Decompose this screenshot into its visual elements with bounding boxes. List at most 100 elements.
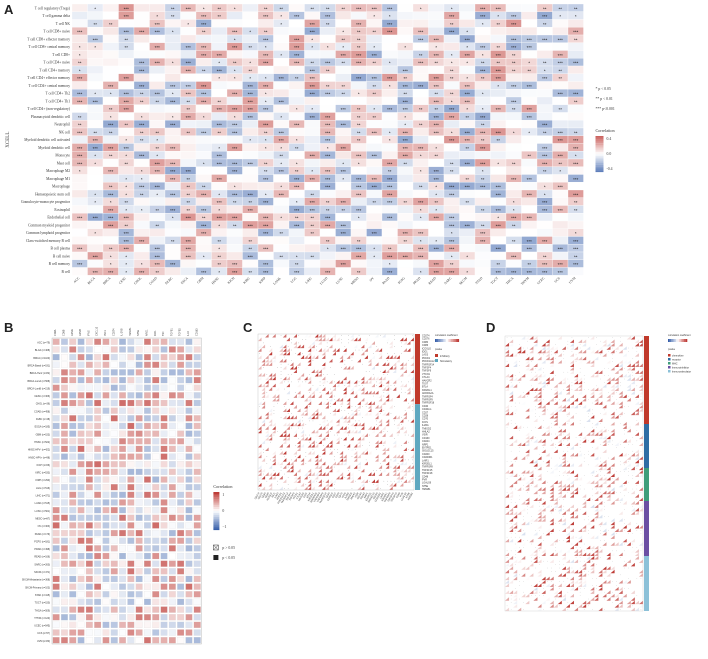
panel-b-cell [60,560,68,567]
panel-c-triangle [382,362,386,366]
panel-c-dot [348,448,349,450]
panel-c-triangle [293,422,297,427]
panel-c-triangle [396,454,400,459]
panel-c-triangle [336,348,340,352]
panel-a-cell [102,236,119,245]
panel-a-cell [288,96,305,105]
panel-b-cell [119,407,126,414]
panel-a-star: *** [325,169,330,174]
panel-a-star: *** [93,254,98,259]
panel-d-triangle [541,480,546,484]
panel-d-triangle [614,476,619,481]
panel-c-dot [277,402,278,404]
panel-c-dot [284,388,285,390]
panel-b-cell [85,354,93,361]
panel-a-star: *** [155,92,160,97]
panel-c-dot [309,434,310,436]
panel-c-dot [383,480,385,482]
panel-d-triangle [598,476,603,481]
panel-c-dot [287,466,289,468]
panel-c-triangle [279,475,283,480]
panel-c-triangle [378,429,383,434]
panel-b-cell [160,392,168,399]
panel-c-dot [351,360,353,361]
panel-b-cell [135,430,143,437]
panel-a-star: *** [124,239,129,244]
panel-letter-d: D [486,320,496,335]
panel-b-cell [119,499,126,506]
panel-b-cell [193,407,201,414]
panel-a-star: ** [450,22,454,27]
panel-a-col-label: THCA [505,276,515,286]
panel-b-col-label: IDO1 [154,330,157,336]
panel-b-cell [60,468,68,476]
panel-b-row-label: LIHC (n=371) [36,495,51,498]
panel-c-triangle [357,436,361,441]
panel-b-cell [168,522,176,529]
panel-a-star: * [234,76,236,81]
panel-b-cell [102,430,110,437]
panel-a-col-label: THYM [520,276,530,286]
panel-a-star: *** [387,22,392,27]
panel-c-triangle [399,383,404,388]
panel-d-triangle [537,518,542,522]
panel-c-triangle [318,373,322,377]
panel-c-triangle [268,475,273,480]
panel-c-triangle [364,479,368,483]
panel-c-triangle [297,443,301,448]
panel-c-triangle [350,390,354,395]
panel-b-col-label: GZMB [79,329,82,336]
panel-d-triangle [541,449,546,453]
panel-c-triangle [300,433,305,437]
panel-b-cell [77,629,85,636]
panel-d-triangle [590,470,595,474]
panel-a-cell [71,182,88,191]
panel-b-cell [110,499,118,506]
panel-a-cell [211,166,228,175]
panel-c-triangle [371,376,375,381]
panel-c-triangle [406,390,411,395]
panel-b-cell [69,392,77,399]
panel-c-triangle [272,401,276,405]
panel-a-row-label: T cell regulatory (Tregs) [35,6,71,10]
panel-a-star: * [172,30,174,35]
panel-d-triangle [537,511,542,515]
panel-d-triangle [602,528,607,532]
panel-a-star: *** [372,53,377,58]
panel-a-col-label: LAML [272,276,282,286]
panel-a-star: *** [170,208,175,213]
panel-a-star: ** [249,68,253,73]
panel-d-triangle [533,518,538,522]
panel-d-triangle [614,497,619,501]
panel-c-triangle [289,401,294,405]
panel-a-cell [319,27,336,36]
panel-a-star: ** [435,107,439,112]
panel-a-star: ** [419,123,423,128]
panel-b-row-label: SKCM-Primary (n=103) [25,586,50,589]
panel-a-cell [226,236,243,245]
panel-d-triangle [537,380,542,385]
panel-a-star: * [234,37,236,42]
panel-d-triangle [557,487,562,491]
panel-d-triangle [574,559,579,563]
panel-c-triangle [382,401,386,405]
panel-b-cell [185,583,193,590]
panel-d-triangle [598,370,603,374]
panel-a-cell [552,42,569,51]
panel-a-cell [164,197,181,206]
panel-b-cell [69,430,77,437]
panel-d-triangle [602,342,607,347]
panel-d-triangle [610,535,615,539]
panel-a-star: *** [93,99,98,104]
panel-a-cell [87,73,104,82]
panel-a-star: ** [342,84,346,89]
panel-c-triangle [389,365,393,370]
panel-c-triangle [410,355,414,359]
panel-b-row-label: KIRC (n=533) [35,472,50,475]
panel-c-dot [298,381,300,383]
panel-c-triangle [328,440,333,444]
panel-d-triangle [565,470,570,474]
panel-b-cell [177,384,185,391]
panel-a-star: ** [78,123,82,128]
panel-d-triangle [638,504,643,508]
